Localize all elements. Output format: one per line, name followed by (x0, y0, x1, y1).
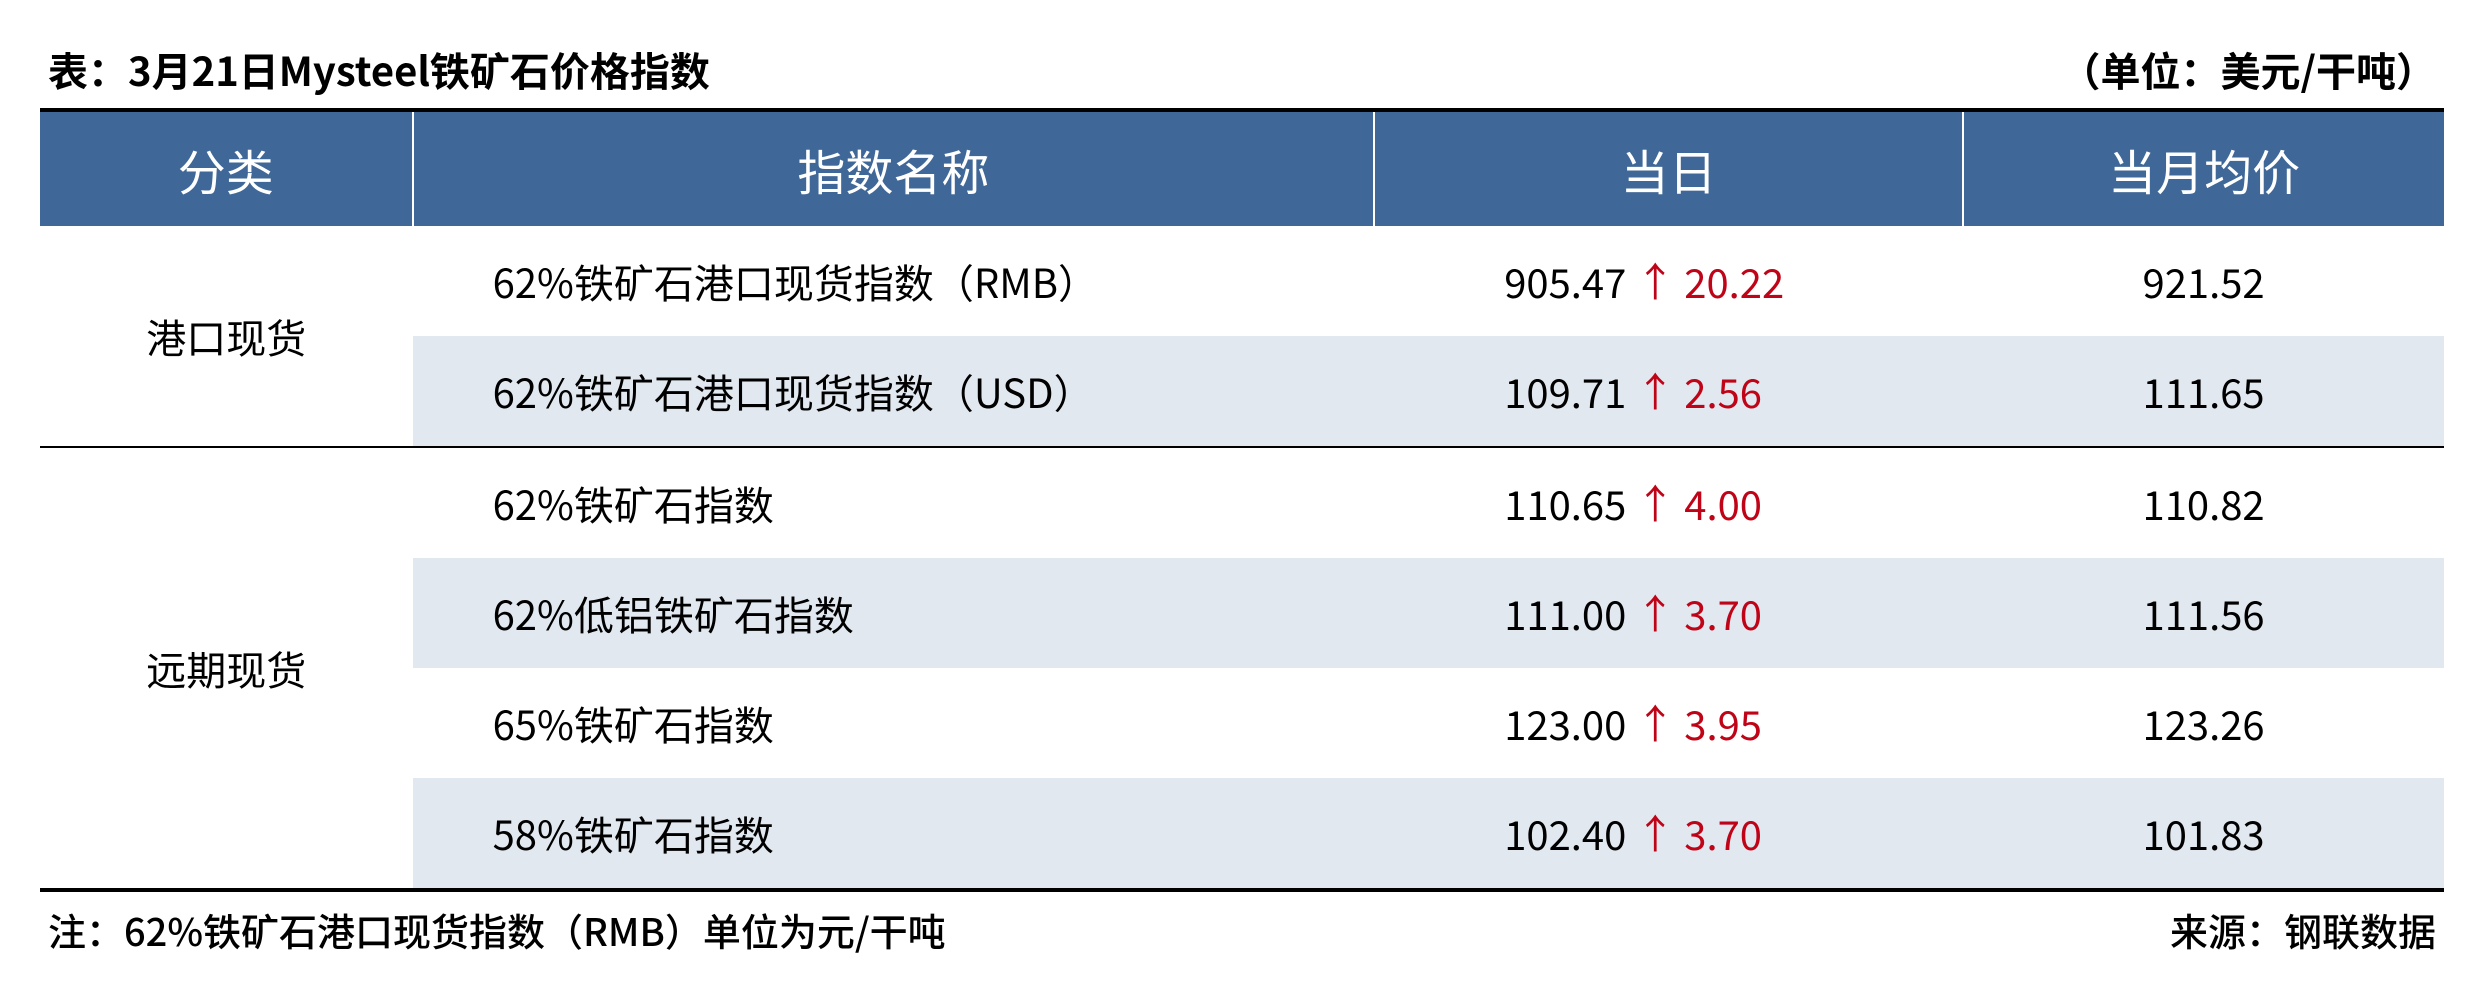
col-header-index-name: 指数名称 (413, 110, 1375, 226)
col-header-category: 分类 (40, 110, 413, 226)
today-delta: ↑ 20.22 (1635, 252, 1784, 310)
table-container: 表：3月21日Mysteel铁矿石价格指数 （单位：美元/干吨） 分类 指数名称… (40, 40, 2444, 957)
month-avg-cell: 921.52 (1963, 226, 2444, 336)
table-title: 表：3月21日Mysteel铁矿石价格指数 (48, 40, 710, 98)
footnote: 注：62%铁矿石港口现货指数（RMB）单位为元/干吨 (48, 902, 946, 957)
today-delta: ↑ 2.56 (1635, 362, 1762, 420)
today-cell: 102.40 ↑ 3.70 (1374, 778, 1963, 890)
table-unit: （单位：美元/干吨） (2061, 40, 2436, 98)
arrow-up-icon: ↑ (1635, 360, 1675, 418)
today-cell: 110.65 ↑ 4.00 (1374, 447, 1963, 558)
today-value: 905.47 (1504, 252, 1635, 310)
arrow-up-icon: ↑ (1635, 472, 1675, 530)
col-header-month-avg: 当月均价 (1963, 110, 2444, 226)
price-index-table: 分类 指数名称 当日 当月均价 港口现货62%铁矿石港口现货指数（RMB）905… (40, 108, 2444, 892)
category-cell: 港口现货 (40, 226, 413, 447)
today-cell: 111.00 ↑ 3.70 (1374, 558, 1963, 668)
source: 来源：钢联数据 (2170, 902, 2436, 957)
today-value: 123.00 (1504, 694, 1635, 752)
today-delta: ↑ 3.70 (1635, 584, 1762, 642)
index-name-cell: 62%铁矿石指数 (413, 447, 1375, 558)
table-footer: 注：62%铁矿石港口现货指数（RMB）单位为元/干吨 来源：钢联数据 (40, 892, 2444, 957)
today-cell: 109.71 ↑ 2.56 (1374, 336, 1963, 447)
index-name-cell: 62%铁矿石港口现货指数（USD） (413, 336, 1375, 447)
today-cell: 905.47 ↑ 20.22 (1374, 226, 1963, 336)
month-avg-cell: 123.26 (1963, 668, 2444, 778)
month-avg-cell: 111.65 (1963, 336, 2444, 447)
header-row: 分类 指数名称 当日 当月均价 (40, 110, 2444, 226)
arrow-up-icon: ↑ (1635, 582, 1675, 640)
today-cell: 123.00 ↑ 3.95 (1374, 668, 1963, 778)
arrow-up-icon: ↑ (1635, 692, 1675, 750)
table-row: 远期现货62%铁矿石指数110.65 ↑ 4.00110.82 (40, 447, 2444, 558)
today-value: 111.00 (1504, 584, 1635, 642)
index-name-cell: 58%铁矿石指数 (413, 778, 1375, 890)
index-name-cell: 65%铁矿石指数 (413, 668, 1375, 778)
today-delta: ↑ 3.70 (1635, 804, 1762, 862)
table-row: 港口现货62%铁矿石港口现货指数（RMB）905.47 ↑ 20.22921.5… (40, 226, 2444, 336)
today-value: 109.71 (1504, 362, 1635, 420)
category-cell: 远期现货 (40, 447, 413, 890)
month-avg-cell: 111.56 (1963, 558, 2444, 668)
index-name-cell: 62%铁矿石港口现货指数（RMB） (413, 226, 1375, 336)
arrow-up-icon: ↑ (1635, 802, 1675, 860)
today-delta: ↑ 3.95 (1635, 694, 1762, 752)
month-avg-cell: 110.82 (1963, 447, 2444, 558)
today-delta: ↑ 4.00 (1635, 474, 1762, 532)
month-avg-cell: 101.83 (1963, 778, 2444, 890)
col-header-today: 当日 (1374, 110, 1963, 226)
today-value: 110.65 (1504, 474, 1635, 532)
index-name-cell: 62%低铝铁矿石指数 (413, 558, 1375, 668)
arrow-up-icon: ↑ (1635, 250, 1675, 308)
title-bar: 表：3月21日Mysteel铁矿石价格指数 （单位：美元/干吨） (40, 40, 2444, 108)
today-value: 102.40 (1504, 804, 1635, 862)
